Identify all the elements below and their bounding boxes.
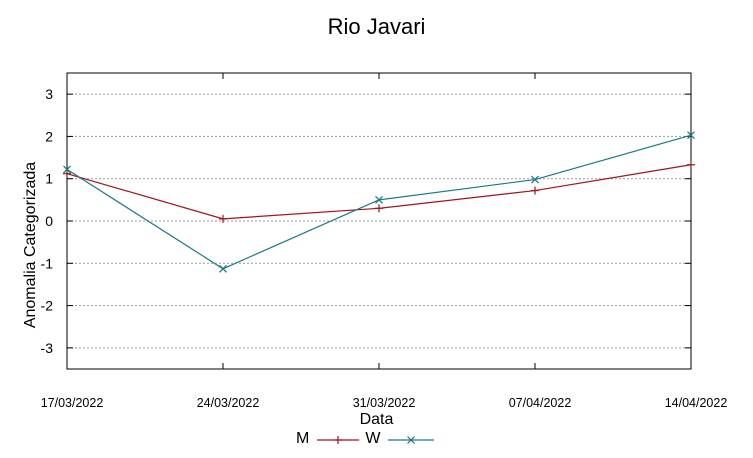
x-axis-label: Data xyxy=(359,411,394,428)
y-tick-label: -2 xyxy=(41,298,54,314)
data-point-w xyxy=(687,131,695,140)
data-point-m xyxy=(63,169,71,178)
series-line-w xyxy=(66,134,692,270)
y-tick-label: 2 xyxy=(45,128,53,144)
legend-label-w: W xyxy=(365,430,381,447)
x-tick-label: 14/04/2022 xyxy=(665,396,728,410)
y-tick-label: 1 xyxy=(45,171,53,187)
data-point-w xyxy=(375,195,383,204)
legend-swatch-m xyxy=(317,436,360,444)
data-point-m xyxy=(375,204,383,213)
data-point-m xyxy=(531,186,539,195)
data-point-m xyxy=(219,214,227,223)
data-point-w xyxy=(219,264,227,273)
legend: M W xyxy=(296,430,436,448)
y-tick-label: -1 xyxy=(41,255,54,271)
data-point-w xyxy=(531,175,539,184)
chart-title: Rio Javari xyxy=(327,14,426,39)
y-tick-label: 0 xyxy=(45,213,53,229)
legend-label-m: M xyxy=(296,430,310,447)
x-tick-label: 07/04/2022 xyxy=(509,396,572,410)
legend-marker xyxy=(334,436,343,444)
x-tick-label: 31/03/2022 xyxy=(353,396,416,410)
data-point-m xyxy=(687,160,695,169)
legend-marker xyxy=(407,436,416,444)
plot-frame xyxy=(66,72,692,370)
x-tick-label: 24/03/2022 xyxy=(197,396,260,410)
y-tick-label: -3 xyxy=(41,340,54,356)
y-tick-label: 3 xyxy=(45,86,53,102)
x-tick-label: 17/03/2022 xyxy=(41,396,104,410)
legend-swatch-w xyxy=(388,436,435,444)
data-point-w xyxy=(63,165,71,174)
